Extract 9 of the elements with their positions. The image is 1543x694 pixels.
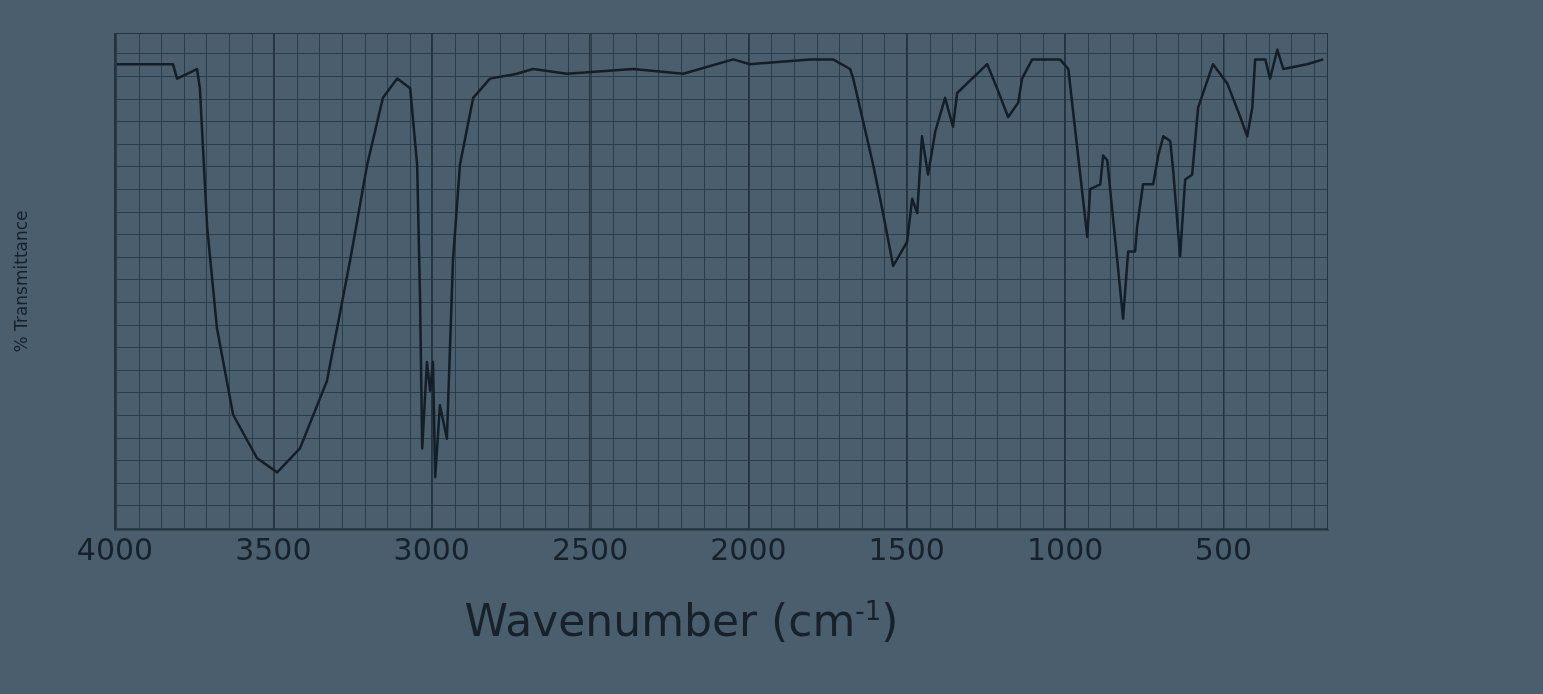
x-tick-label: 2500 bbox=[551, 531, 629, 567]
x-tick-label: 3500 bbox=[235, 531, 312, 567]
x-tick-label: 4000 bbox=[76, 531, 154, 567]
x-tick-label: 3000 bbox=[393, 531, 470, 567]
x-tick-label: 2000 bbox=[710, 531, 787, 567]
x-tick-label: 1000 bbox=[1026, 531, 1104, 567]
x-tick-label: 500 bbox=[1194, 531, 1253, 567]
x-tick-label: 1500 bbox=[868, 531, 945, 567]
y-axis-title: % Transmittance bbox=[10, 210, 31, 353]
